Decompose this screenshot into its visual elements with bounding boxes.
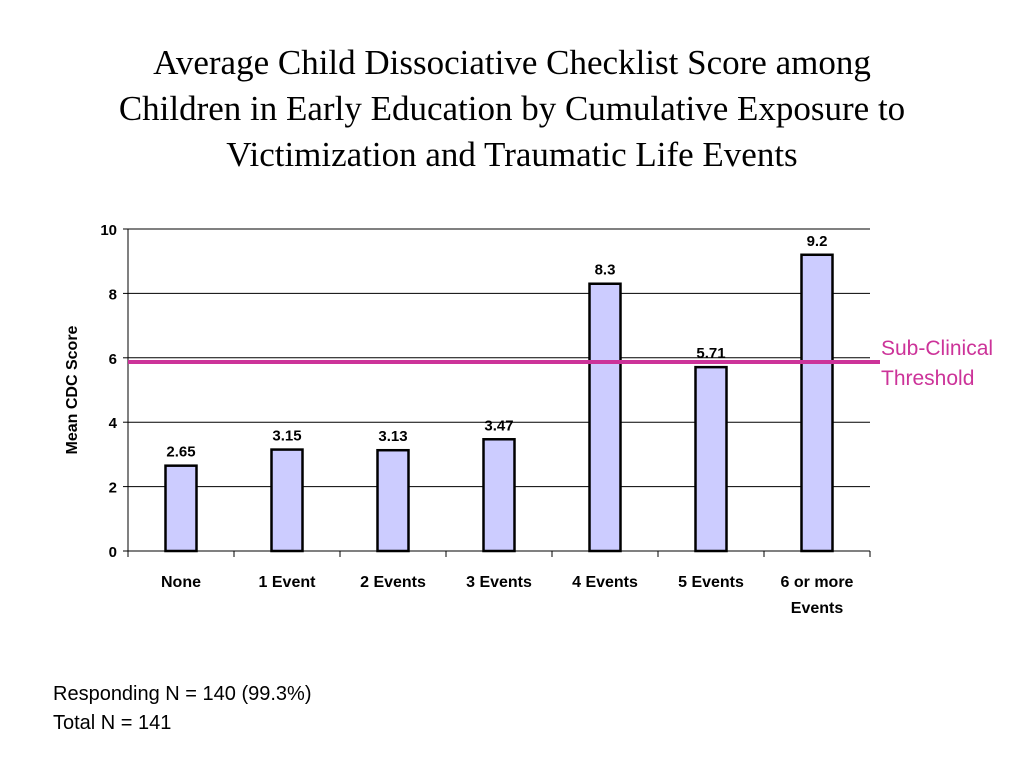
threshold-label: Sub-Clinical — [881, 337, 993, 360]
title-line-1: Average Child Dissociative Checklist Sco… — [153, 43, 871, 82]
bar — [588, 282, 622, 553]
bar — [694, 365, 728, 553]
responding-n-note: Responding N = 140 (99.3%) — [53, 683, 312, 705]
bar — [800, 253, 834, 553]
y-tick-label: 4 — [109, 415, 118, 432]
data-label: 2.65 — [166, 444, 195, 461]
title-line-2: Children in Early Education by Cumulativ… — [118, 89, 906, 128]
x-tick-label: 2 Events — [360, 574, 426, 591]
chart-title: Average Child Dissociative Checklist Sco… — [40, 40, 984, 178]
bar — [482, 438, 516, 553]
y-axis-label: Mean CDC Score — [64, 325, 81, 454]
y-tick-label: 6 — [109, 351, 117, 368]
data-label: 8.3 — [595, 262, 616, 279]
y-tick-label: 0 — [109, 544, 117, 561]
y-tick-label: 10 — [100, 222, 117, 239]
data-label: 3.13 — [378, 428, 407, 445]
x-tick-label: 3 Events — [466, 574, 532, 591]
data-label: 3.15 — [272, 428, 301, 445]
bar — [270, 448, 304, 553]
title-line-3: Victimization and Traumatic Life Events — [226, 135, 798, 174]
bar — [376, 448, 410, 553]
data-label: 3.47 — [484, 417, 513, 434]
total-n-note: Total N = 141 — [53, 712, 172, 734]
x-tick-label: 5 Events — [678, 574, 744, 591]
x-tick-label: None — [161, 574, 201, 591]
bar — [164, 464, 198, 553]
x-tick-label: 1 Event — [259, 574, 317, 591]
x-tick-label: 4 Events — [572, 574, 638, 591]
threshold-label: Threshold — [881, 367, 974, 390]
data-label: 5.71 — [696, 345, 725, 362]
y-tick-label: 2 — [109, 480, 117, 497]
x-tick-label: Events — [791, 600, 844, 617]
footnotes: Responding N = 140 (99.3%) Total N = 141 — [53, 680, 312, 738]
data-label: 9.2 — [807, 233, 828, 250]
y-tick-label: 8 — [109, 286, 117, 303]
x-tick-label: 6 or more — [781, 574, 854, 591]
